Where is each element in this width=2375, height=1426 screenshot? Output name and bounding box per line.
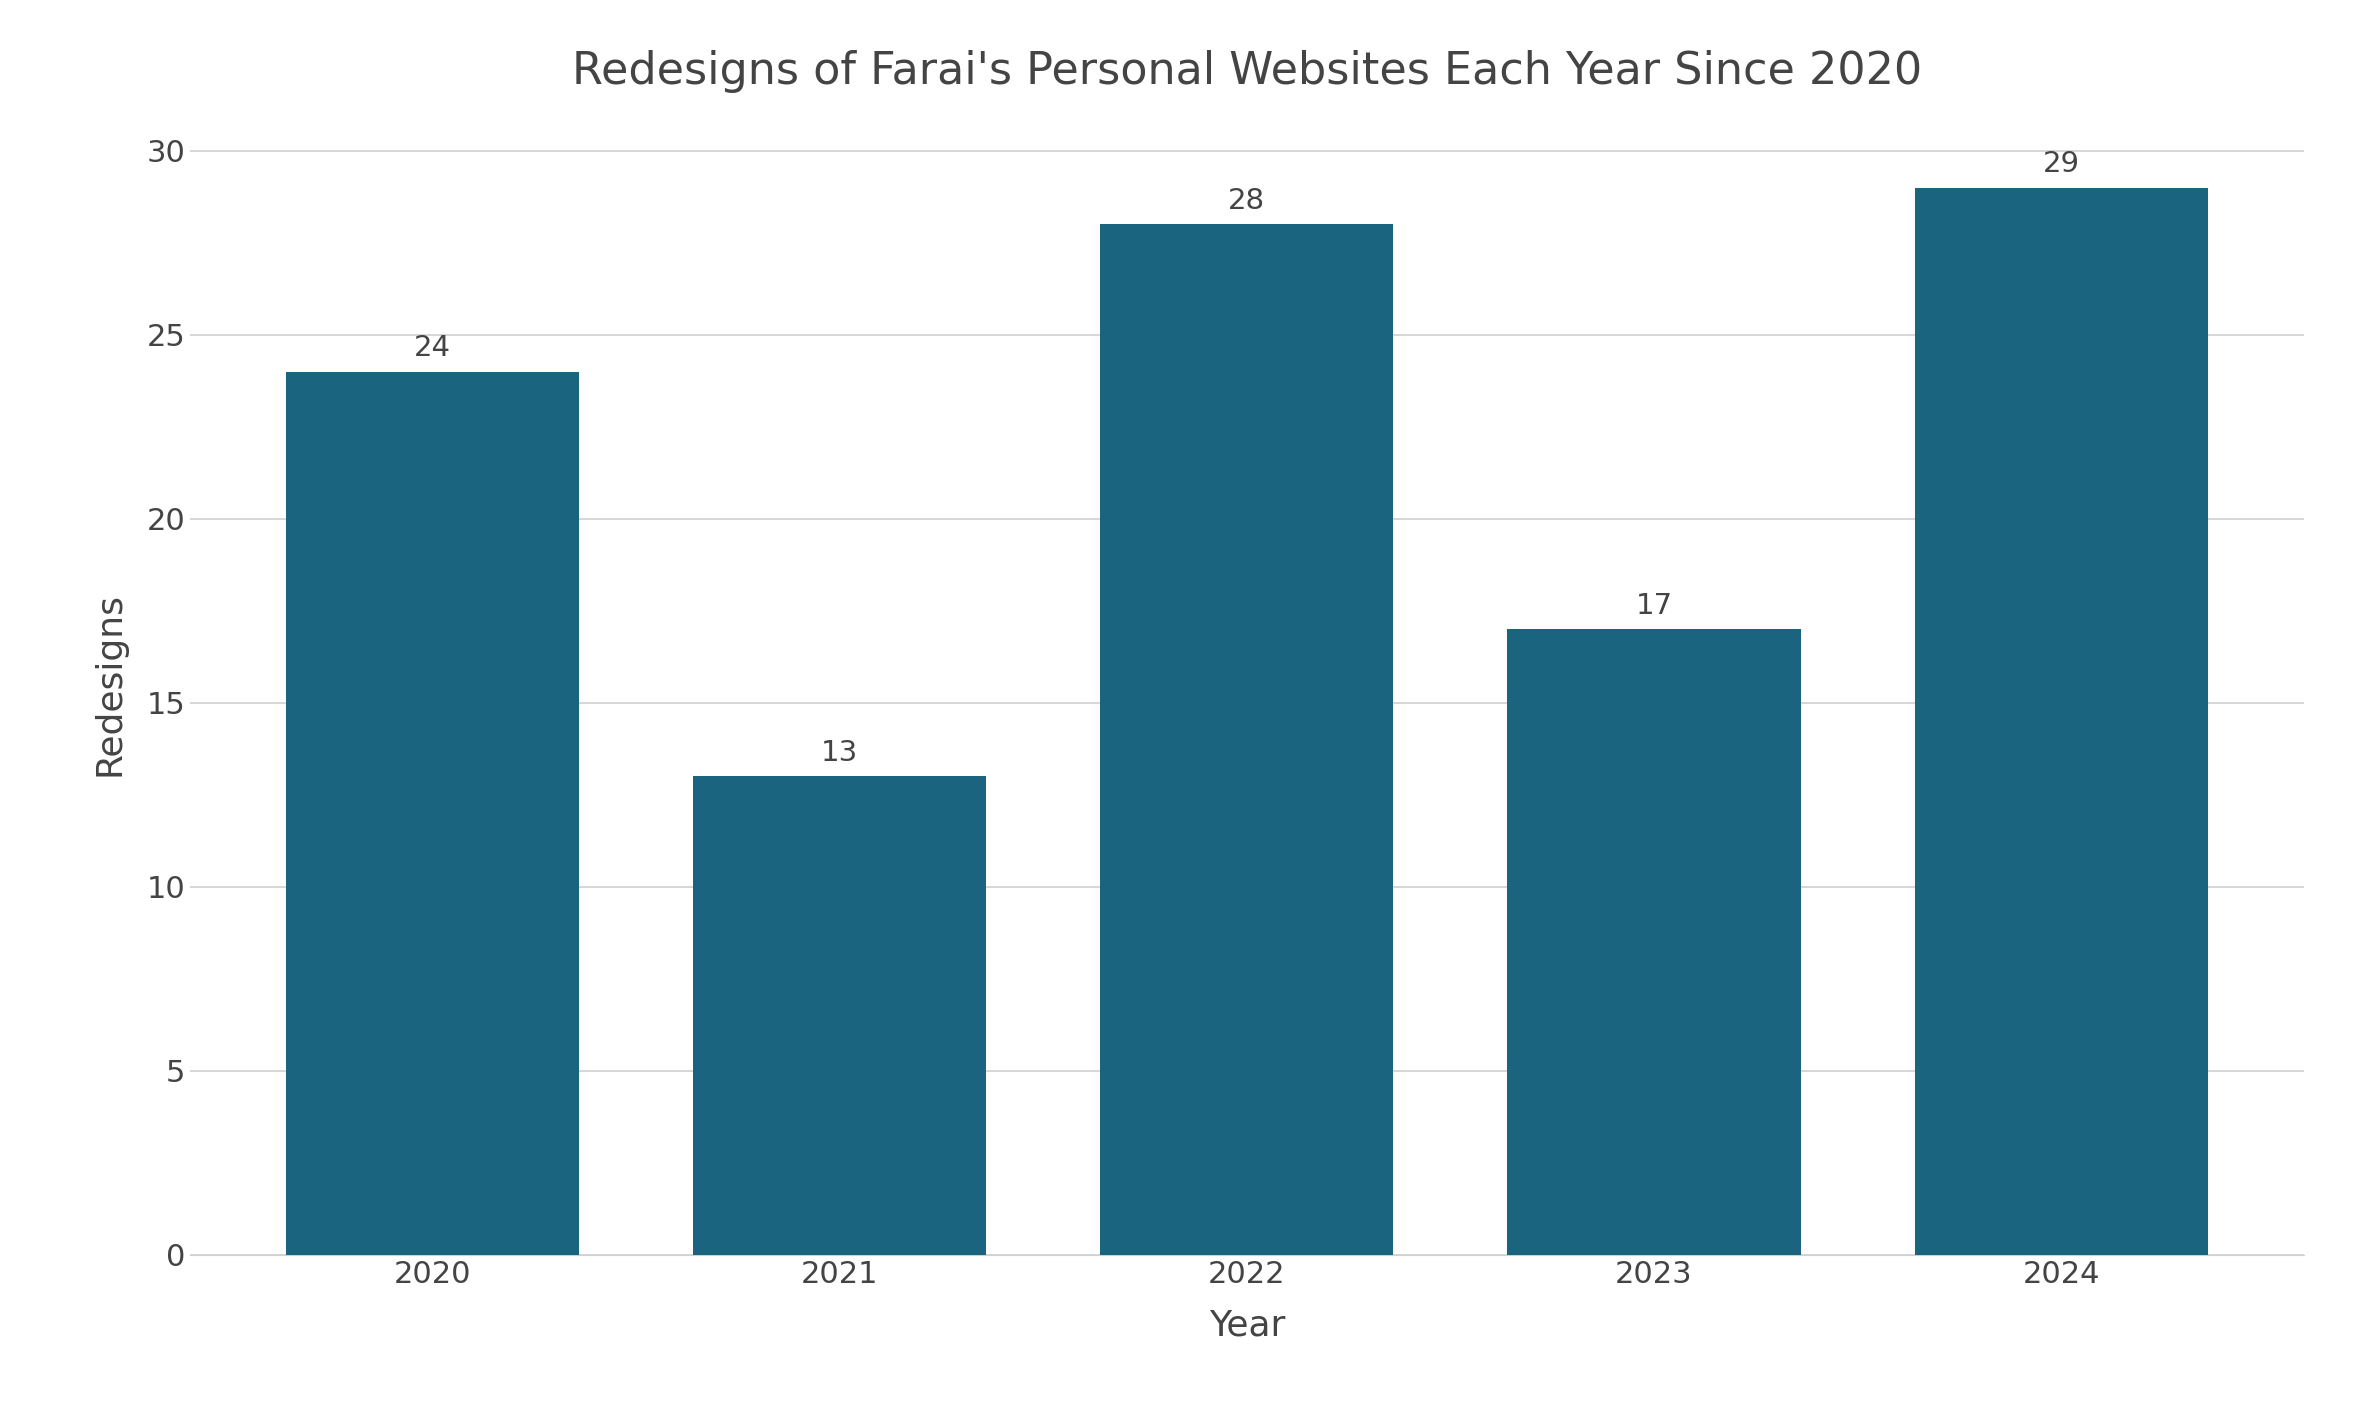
- Text: 29: 29: [2042, 151, 2080, 178]
- Bar: [694, 777, 986, 1255]
- Text: 28: 28: [1228, 187, 1266, 215]
- Text: 17: 17: [1636, 592, 1672, 620]
- Bar: [1100, 224, 1394, 1255]
- Bar: [285, 372, 580, 1255]
- Bar: [1508, 629, 1800, 1255]
- Text: 24: 24: [413, 335, 451, 362]
- Bar: [1914, 188, 2209, 1255]
- Text: 13: 13: [822, 739, 857, 767]
- Y-axis label: Redesigns: Redesigns: [93, 592, 126, 777]
- Title: Redesigns of Farai's Personal Websites Each Year Since 2020: Redesigns of Farai's Personal Websites E…: [572, 50, 1921, 93]
- X-axis label: Year: Year: [1209, 1308, 1285, 1342]
